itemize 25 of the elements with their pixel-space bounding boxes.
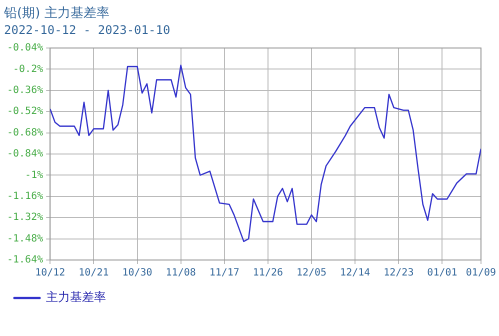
chart-subtitle: 2022-10-12 - 2023-01-10	[4, 22, 170, 37]
y-tick-label: -0.52%	[7, 106, 44, 118]
y-tick-label: -0.36%	[7, 84, 44, 96]
x-tick-label: 10/30	[122, 268, 152, 279]
x-tick-label: 10/12	[35, 268, 66, 279]
x-tick-label: 12/23	[384, 268, 414, 279]
x-tick-label: 11/17	[209, 268, 240, 279]
y-tick-label: -1.32%	[7, 212, 44, 224]
y-tick-label: -1.16%	[7, 190, 44, 202]
x-tick-label: 11/26	[252, 268, 284, 279]
y-tick-label: -1%	[25, 170, 44, 181]
legend-label: 主力基差率	[46, 290, 106, 304]
y-tick-label: -1.48%	[7, 233, 44, 244]
x-tick-label: 01/09	[466, 268, 496, 279]
x-tick-label: 10/21	[78, 268, 109, 279]
x-tick-label: 12/05	[296, 268, 327, 279]
x-tick-label: 11/08	[166, 268, 196, 279]
y-tick-label: -0.84%	[7, 148, 44, 160]
y-tick-label: -0.68%	[7, 127, 44, 138]
x-tick-label: 01/01	[427, 268, 458, 279]
y-tick-label: -1.64%	[7, 254, 44, 266]
x-tick-label: 12/14	[340, 268, 370, 279]
y-tick-label: -0.04%	[7, 42, 44, 54]
y-tick-label: -0.2%	[13, 64, 44, 75]
chart-title: 铅(期) 主力基差率	[3, 5, 110, 22]
